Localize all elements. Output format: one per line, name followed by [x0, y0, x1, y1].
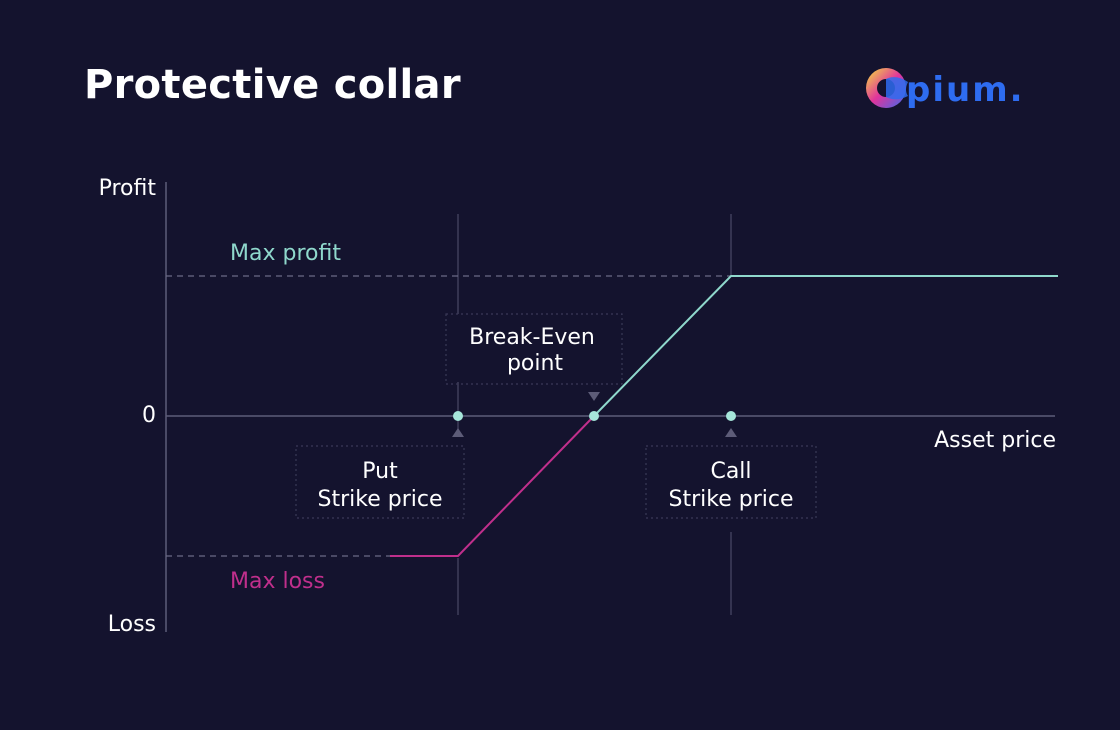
- loss-segment: [390, 415, 595, 557]
- x-axis-label: Asset price: [934, 428, 1056, 453]
- zero-label: 0: [142, 403, 156, 428]
- max-loss-label: Max loss: [230, 569, 325, 594]
- break-even-arrow-icon: [588, 392, 600, 401]
- page-title: Protective collar: [84, 62, 461, 108]
- put-arrow-icon: [452, 428, 464, 437]
- call-strike-marker: [726, 411, 736, 421]
- strike-guides: [457, 214, 732, 615]
- profit-segment: [593, 275, 1058, 417]
- label-boxes: [295, 313, 817, 519]
- y-axis-bottom-label: Loss: [108, 612, 156, 637]
- max-profit-label: Max profit: [230, 241, 341, 266]
- opium-logo-o-icon: [866, 68, 908, 108]
- break-even-label-line2: point: [507, 351, 563, 376]
- opium-logo: pium.: [866, 68, 1025, 110]
- break-even-marker: [589, 411, 599, 421]
- put-label-line2: Strike price: [318, 487, 443, 512]
- break-even-label-line1: Break-Even: [469, 325, 595, 350]
- put-strike-marker: [453, 411, 463, 421]
- call-label-line2: Strike price: [669, 487, 794, 512]
- call-label-line1: Call: [710, 459, 751, 484]
- call-arrow-icon: [725, 428, 737, 437]
- put-label-line1: Put: [362, 459, 398, 484]
- y-axis-top-label: Profit: [99, 176, 157, 201]
- logo-text: pium.: [906, 70, 1025, 110]
